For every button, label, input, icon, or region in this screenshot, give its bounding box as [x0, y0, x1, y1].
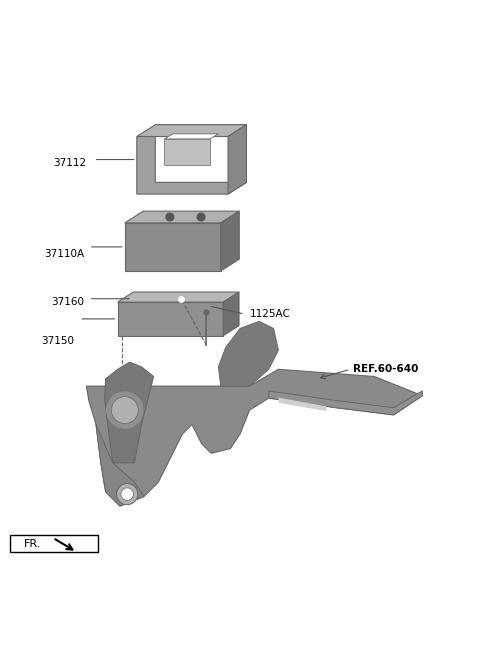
Polygon shape	[201, 303, 212, 309]
Polygon shape	[228, 125, 247, 194]
Polygon shape	[105, 362, 154, 463]
Polygon shape	[164, 139, 210, 165]
Polygon shape	[137, 125, 247, 137]
Polygon shape	[278, 397, 326, 411]
Text: REF.60-640: REF.60-640	[353, 364, 418, 374]
Polygon shape	[164, 134, 218, 139]
Text: 37110A: 37110A	[44, 249, 84, 259]
Circle shape	[121, 488, 133, 501]
Circle shape	[107, 392, 143, 428]
Polygon shape	[218, 321, 278, 386]
Text: 37112: 37112	[53, 158, 86, 168]
Circle shape	[111, 397, 138, 424]
Polygon shape	[86, 369, 422, 506]
Polygon shape	[137, 125, 247, 194]
Polygon shape	[221, 211, 239, 271]
Polygon shape	[118, 302, 223, 336]
Polygon shape	[118, 292, 239, 302]
Polygon shape	[125, 211, 239, 223]
Polygon shape	[96, 424, 144, 506]
Circle shape	[166, 213, 174, 221]
Polygon shape	[132, 295, 180, 302]
Text: FR.: FR.	[24, 539, 41, 549]
Polygon shape	[223, 292, 239, 336]
Text: 37150: 37150	[41, 336, 74, 346]
Circle shape	[197, 213, 205, 221]
Text: 37160: 37160	[51, 297, 84, 307]
Polygon shape	[269, 391, 422, 415]
Polygon shape	[125, 223, 221, 271]
Circle shape	[117, 484, 138, 505]
Text: 1125AC: 1125AC	[250, 309, 290, 319]
